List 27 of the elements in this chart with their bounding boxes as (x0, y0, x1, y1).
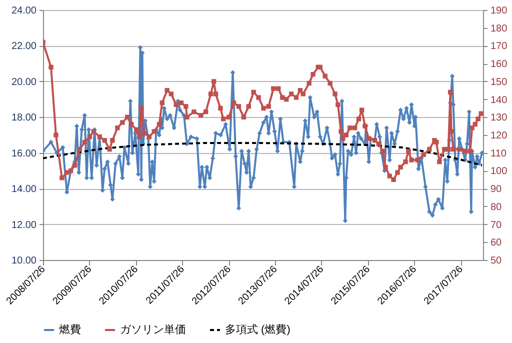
y2-tick-label: 130 (490, 112, 508, 124)
y2-tick-label: 110 (490, 148, 507, 160)
line-series (43, 142, 483, 166)
legend-label: ガソリン単価 (120, 324, 186, 336)
y2-tick-label: 140 (490, 94, 508, 106)
y2-tick-label: 100 (490, 166, 508, 178)
y2-tick-label: 90 (490, 184, 502, 196)
y-tick-label: 22.00 (11, 41, 37, 52)
y-tick-label: 10.00 (11, 256, 37, 266)
y-tick-label: 18.00 (11, 112, 37, 124)
y2-tick-label: 60 (490, 238, 502, 249)
y-tick-label: 20.00 (11, 76, 37, 88)
y2-tick-label: 150 (490, 76, 508, 88)
y2-tick-label: 120 (490, 130, 508, 142)
y2-tick-label: 160 (490, 59, 508, 70)
y2-tick-label: 170 (490, 41, 508, 52)
legend-label: 燃費 (59, 323, 81, 336)
y-tick-label: 14.00 (11, 184, 37, 196)
y-tick-label: 12.00 (11, 220, 37, 231)
y2-tick-label: 180 (490, 23, 508, 34)
y-tick-label: 24.00 (11, 6, 37, 16)
y2-tick-label: 190 (490, 6, 508, 16)
legend-label: 多項式 (燃費) (225, 323, 290, 336)
y2-tick-label: 80 (490, 202, 502, 213)
y2-tick-label: 70 (490, 220, 502, 231)
y-tick-label: 16.00 (11, 148, 37, 160)
y2-tick-label: 50 (490, 256, 502, 266)
